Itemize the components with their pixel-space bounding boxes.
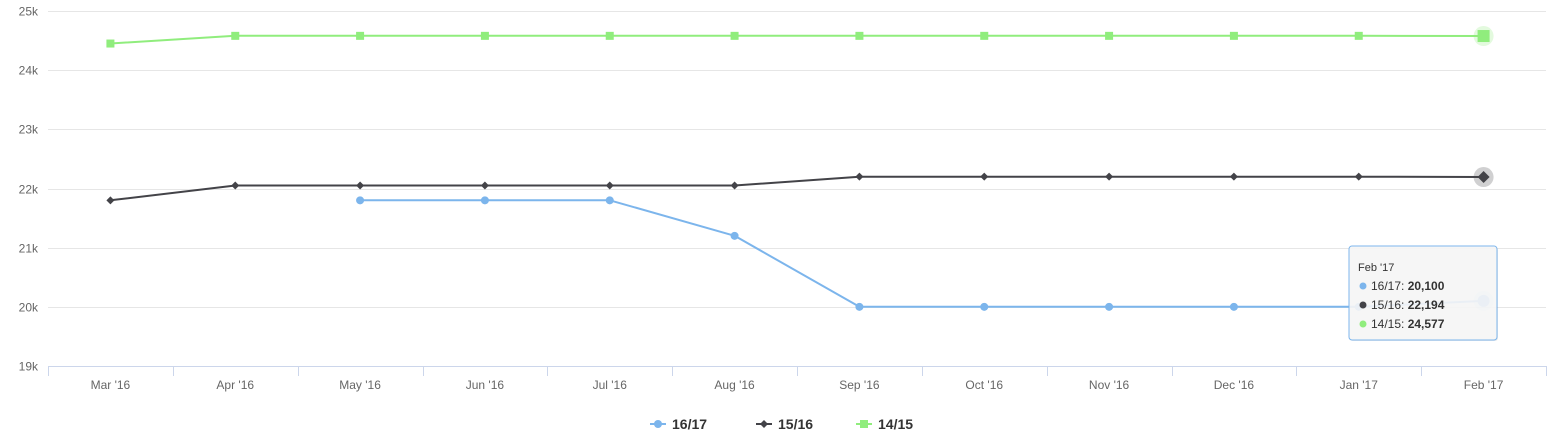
x-tick-label: Oct '16: [965, 378, 1003, 392]
data-point[interactable]: [605, 31, 614, 40]
series-line[interactable]: [360, 199, 1484, 308]
tooltip: Feb '17 16/17: 20,100 15/16: 22,194 14/15: …: [1348, 245, 1498, 341]
data-point[interactable]: [480, 196, 489, 205]
legend-label: 14/15: [878, 416, 913, 432]
x-tick-label: Mar '16: [91, 378, 131, 392]
y-tick-label: 19k: [19, 360, 39, 374]
data-point[interactable]: [1354, 172, 1363, 181]
data-point[interactable]: [980, 302, 989, 311]
tooltip-row: 15/16: 22,194: [1371, 298, 1445, 312]
series-group: [106, 26, 1494, 311]
data-point[interactable]: [1105, 31, 1114, 40]
data-point[interactable]: [106, 39, 115, 48]
data-point[interactable]: [1229, 172, 1238, 181]
data-point[interactable]: [231, 31, 240, 40]
x-tick-label: Jun '16: [466, 378, 505, 392]
legend-symbol: [860, 420, 868, 428]
tooltip-symbol: [1359, 320, 1367, 328]
data-point[interactable]: [855, 302, 864, 311]
x-tick-label: Nov '16: [1089, 378, 1130, 392]
data-point[interactable]: [1477, 30, 1490, 43]
legend-label: 16/17: [672, 416, 707, 432]
legend-symbol: [760, 420, 768, 428]
data-point[interactable]: [855, 31, 864, 40]
y-tick-label: 25k: [19, 5, 39, 19]
axes: 19k 20k 21k 22k 23k 24k 25k Mar '16 Apr '16 May '…: [19, 5, 1547, 392]
data-point[interactable]: [730, 181, 739, 190]
data-point[interactable]: [1105, 172, 1114, 181]
data-point[interactable]: [730, 31, 739, 40]
grid: [48, 11, 1546, 308]
legend-item-15-16[interactable]: 15/16: [756, 416, 813, 432]
y-tick-label: 24k: [19, 64, 39, 78]
data-point[interactable]: [855, 172, 864, 181]
tooltip-box: [1348, 245, 1498, 341]
x-tick-label: Jul '16: [593, 378, 628, 392]
x-tick-label: Apr '16: [216, 378, 254, 392]
data-point[interactable]: [356, 181, 365, 190]
data-point[interactable]: [480, 181, 489, 190]
data-point[interactable]: [1477, 171, 1490, 184]
data-point[interactable]: [605, 196, 614, 205]
x-tick-label: Feb '17: [1464, 378, 1504, 392]
data-point[interactable]: [1105, 302, 1114, 311]
tooltip-row: 14/15: 24,577: [1371, 317, 1445, 331]
legend-label: 15/16: [778, 416, 813, 432]
x-tick-label: Jan '17: [1340, 378, 1379, 392]
data-point[interactable]: [980, 31, 989, 40]
tooltip-header: Feb '17: [1358, 262, 1394, 274]
data-point[interactable]: [730, 231, 739, 240]
x-tick-label: Dec '16: [1214, 378, 1255, 392]
data-point[interactable]: [605, 181, 614, 190]
data-point[interactable]: [356, 196, 365, 205]
series-15-16: [106, 167, 1494, 205]
x-tick-label: May '16: [339, 378, 381, 392]
y-tick-label: 22k: [19, 183, 39, 197]
series-14-15: [106, 26, 1494, 48]
data-point[interactable]: [106, 196, 115, 205]
tooltip-symbol: [1359, 301, 1367, 309]
series-line[interactable]: [110, 34, 1484, 45]
data-point[interactable]: [980, 172, 989, 181]
legend-item-14-15[interactable]: 14/15: [856, 416, 913, 432]
x-tick-label: Aug '16: [714, 378, 755, 392]
y-tick-label: 21k: [19, 242, 39, 256]
legend-symbol: [654, 420, 662, 428]
data-point[interactable]: [1229, 31, 1238, 40]
y-tick-label: 20k: [19, 301, 39, 315]
legend[interactable]: 16/17 15/16 14/15: [650, 416, 913, 432]
y-tick-label: 23k: [19, 123, 39, 137]
series-line[interactable]: [110, 175, 1484, 202]
x-tick-label: Sep '16: [839, 378, 880, 392]
legend-item-16-17[interactable]: 16/17: [650, 416, 707, 432]
tooltip-symbol: [1359, 282, 1367, 290]
data-point[interactable]: [1354, 31, 1363, 40]
data-point[interactable]: [480, 31, 489, 40]
tooltip-row: 16/17: 20,100: [1371, 279, 1445, 293]
data-point[interactable]: [356, 31, 365, 40]
data-point[interactable]: [1229, 302, 1238, 311]
series-16-17: [356, 196, 1494, 311]
data-point[interactable]: [231, 181, 240, 190]
